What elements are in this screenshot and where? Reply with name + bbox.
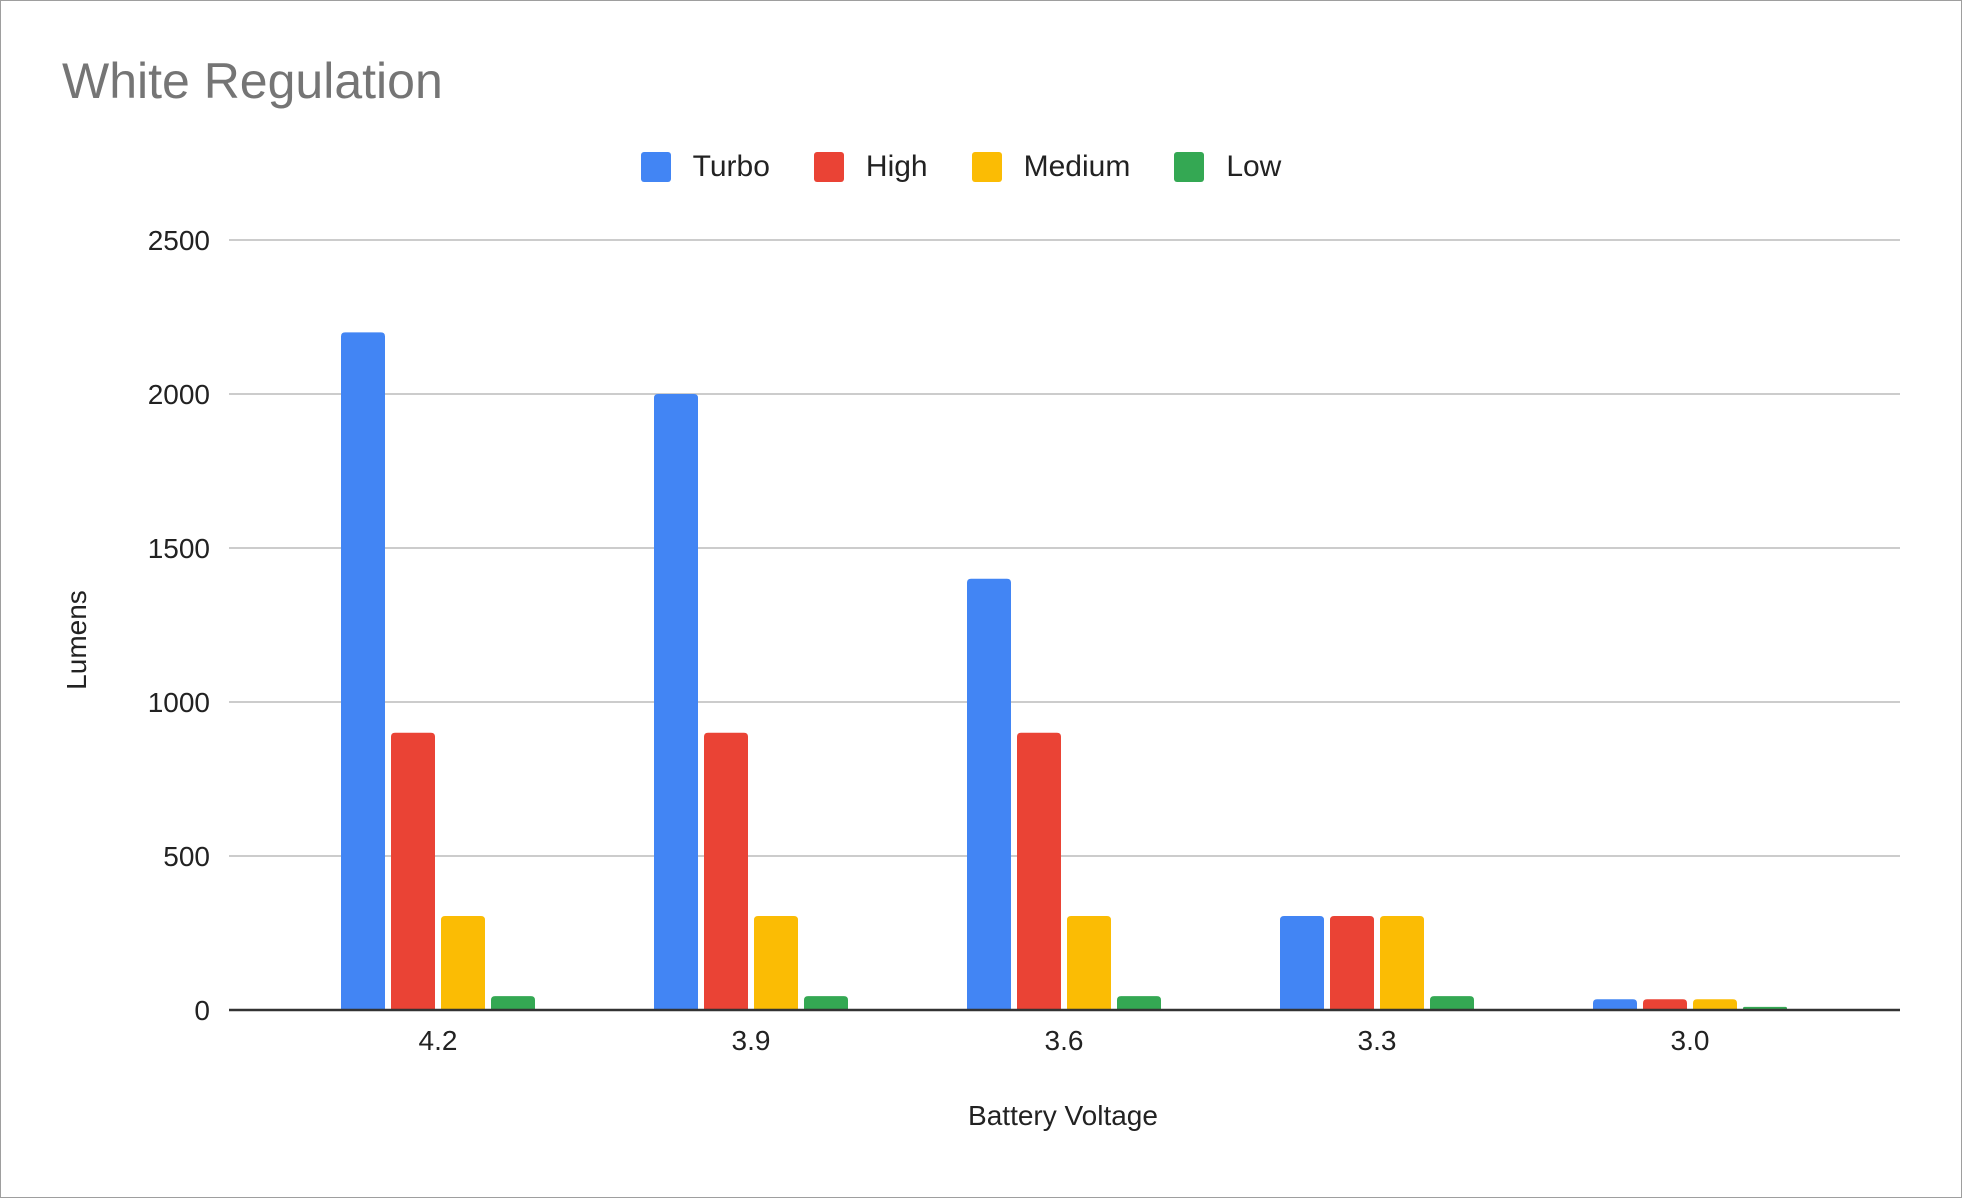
y-tick-label: 0 [194,995,210,1026]
bar-low-3-3 [1430,996,1474,1010]
bar-high-4-2 [391,732,435,1010]
bar-medium-3-3 [1380,916,1424,1010]
legend-label: High [865,150,928,183]
bar-medium-3-6 [1067,916,1111,1010]
legend-swatch [813,152,844,182]
bar-high-3-0 [1643,999,1687,1010]
x-tick-label: 4.2 [419,1025,458,1056]
x-axis-title: Battery Voltage [968,1100,1158,1131]
y-tick-label: 1500 [148,533,210,564]
bar-medium-4-2 [441,916,485,1010]
y-tick-label: 1000 [148,687,210,718]
legend-swatch [640,152,671,182]
legend-label: Turbo [692,150,770,183]
bar-medium-3-9 [754,916,798,1010]
bar-turbo-3-3 [1280,916,1324,1010]
legend-label: Low [1226,150,1282,183]
legend-item-turbo: Turbo [640,150,770,184]
y-tick-label: 500 [163,841,210,872]
x-tick-label: 3.6 [1045,1025,1084,1056]
legend-swatch [1174,152,1205,182]
bar-low-3-9 [804,996,848,1010]
x-tick-label: 3.0 [1671,1025,1710,1056]
chart-title: White Regulation [62,53,443,109]
bar-turbo-3-0 [1593,999,1637,1010]
x-tick-label: 3.3 [1358,1025,1397,1056]
bar-turbo-3-9 [654,394,698,1010]
x-tick-label: 3.9 [732,1025,771,1056]
legend-label: Medium [1023,150,1131,183]
bar-turbo-4-2 [341,332,385,1010]
y-tick-label: 2000 [148,379,210,410]
legend-item-low: Low [1174,150,1281,184]
bar-high-3-6 [1017,732,1061,1010]
bar-high-3-9 [704,732,748,1010]
legend-swatch [971,152,1002,182]
bar-turbo-3-6 [967,578,1011,1010]
legend-item-high: High [813,150,928,184]
legend-item-medium: Medium [971,150,1131,184]
bar-low-4-2 [491,996,535,1010]
legend: Turbo High Medium Low [0,150,1942,184]
y-tick-label: 2500 [148,225,210,256]
bar-high-3-3 [1330,916,1374,1010]
bar-low-3-6 [1117,996,1161,1010]
bar-medium-3-0 [1693,999,1737,1010]
